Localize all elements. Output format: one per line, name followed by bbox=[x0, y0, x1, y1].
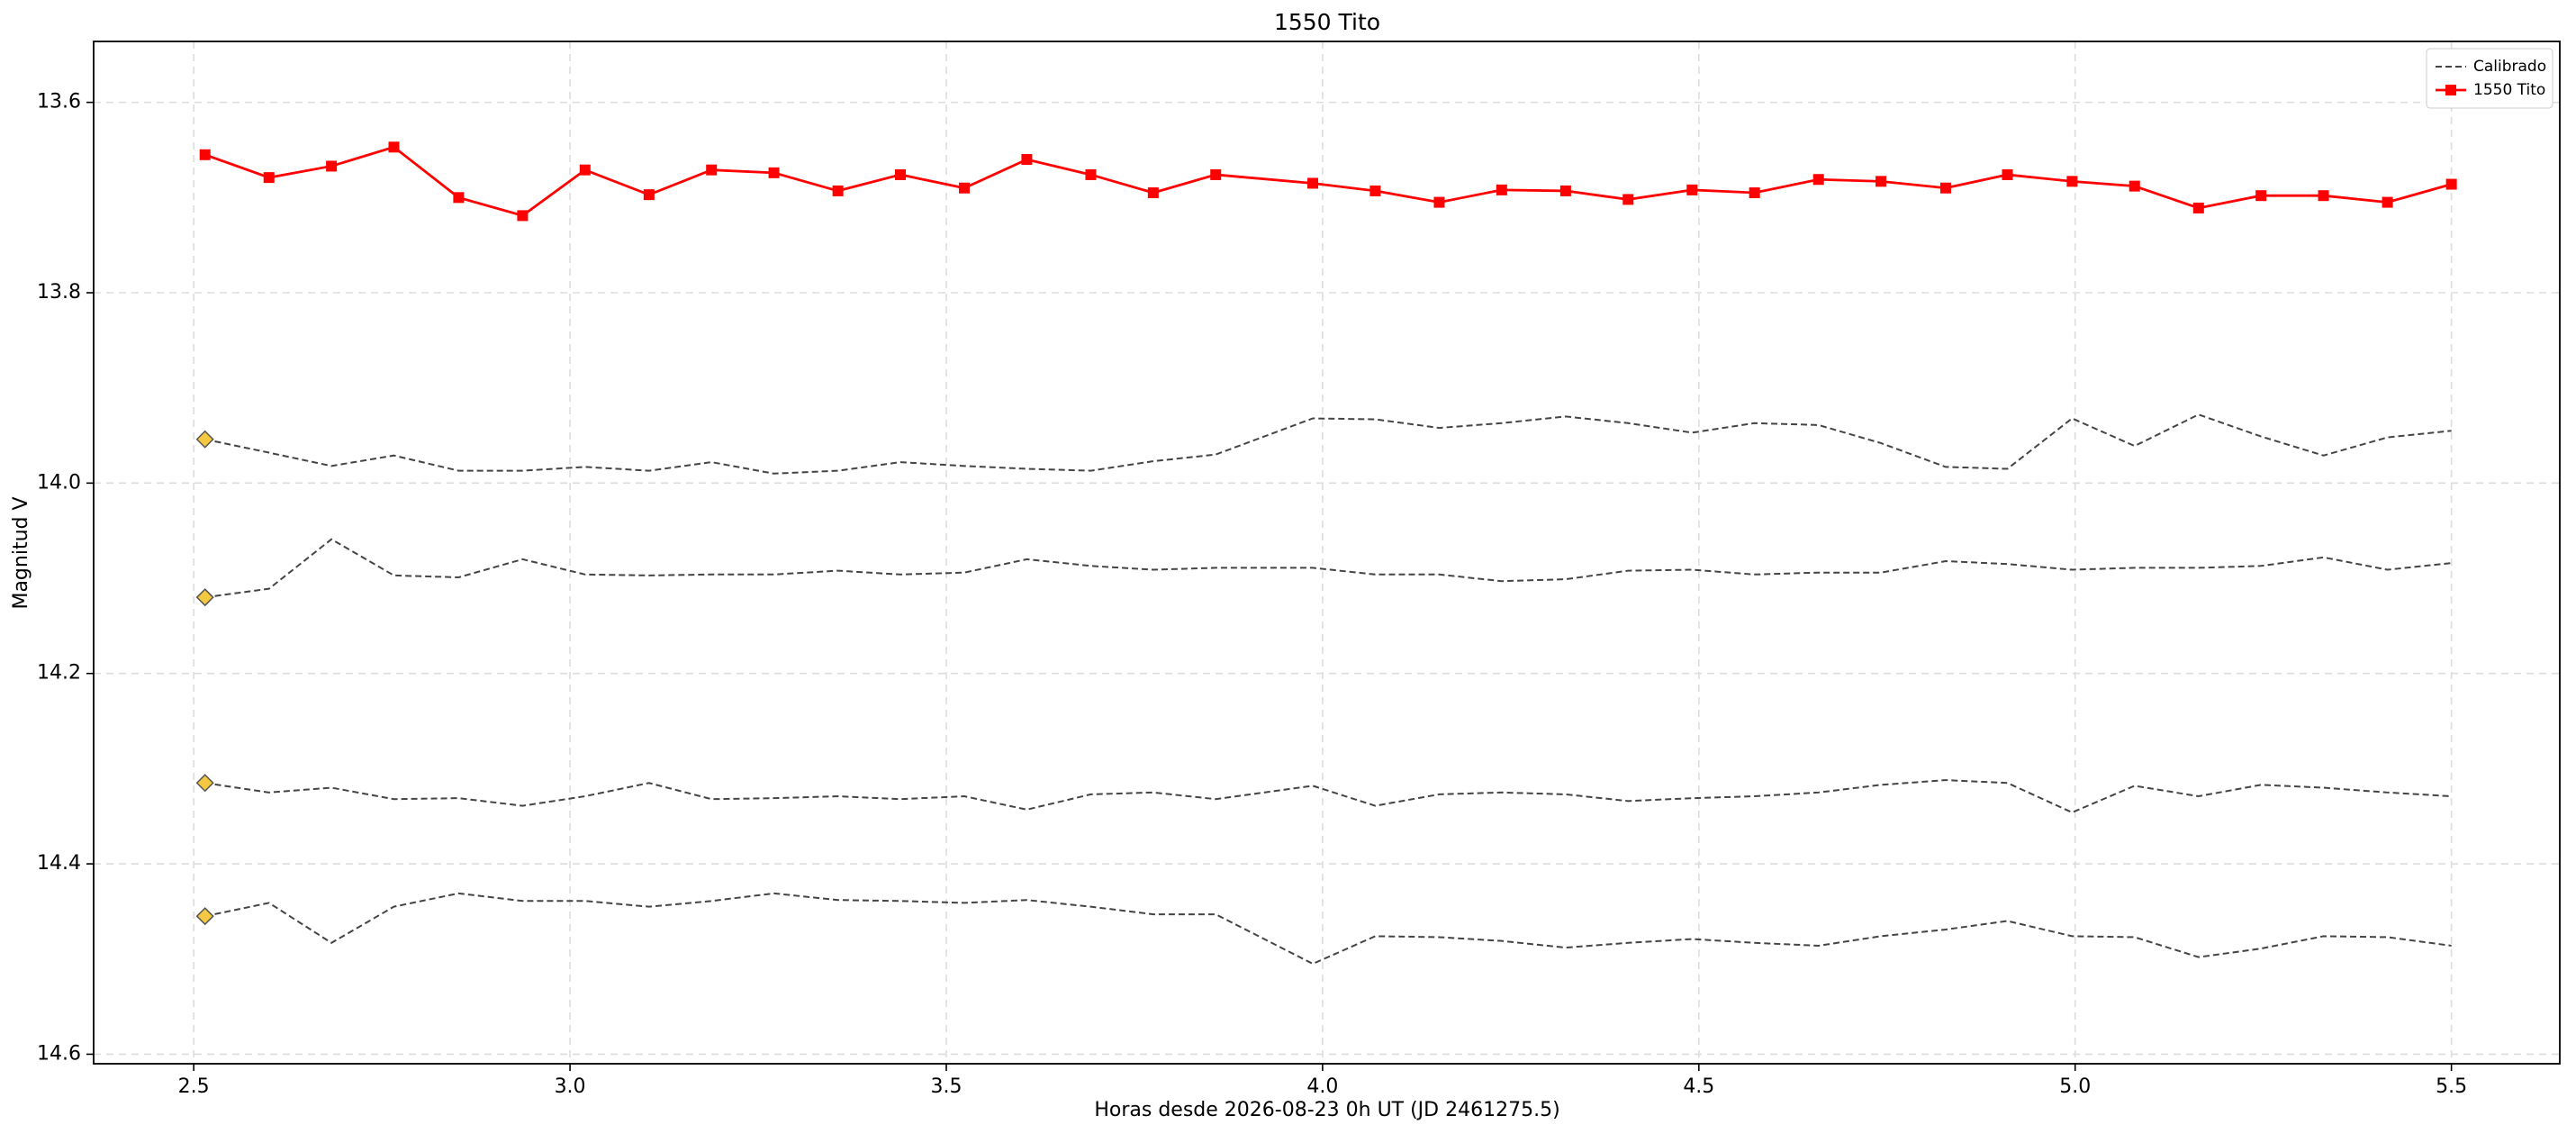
point-marker bbox=[517, 210, 529, 222]
x-tick-label: 3.5 bbox=[930, 1075, 962, 1098]
point-marker bbox=[453, 192, 465, 204]
point-marker bbox=[2192, 202, 2204, 213]
point-marker bbox=[263, 172, 275, 184]
start-marker bbox=[195, 430, 214, 449]
point-marker bbox=[1812, 174, 1824, 186]
point-marker bbox=[1559, 185, 1571, 196]
point-marker bbox=[895, 168, 907, 180]
point-marker bbox=[326, 160, 338, 172]
x-tick-label: 5.5 bbox=[2436, 1075, 2467, 1098]
point-marker bbox=[2255, 190, 2267, 202]
point-marker bbox=[832, 185, 844, 196]
series-line bbox=[204, 779, 2452, 814]
point-marker bbox=[768, 167, 780, 178]
series-line bbox=[204, 413, 2452, 475]
point-marker bbox=[2002, 168, 2013, 180]
x-tick-label: 4.5 bbox=[1683, 1075, 1714, 1098]
point-marker bbox=[1021, 154, 1033, 166]
point-marker bbox=[1433, 196, 1445, 208]
point-marker bbox=[388, 141, 400, 153]
point-marker bbox=[1307, 177, 1319, 189]
legend-label: Calibrado bbox=[2473, 58, 2546, 76]
y-tick-label: 13.8 bbox=[37, 281, 81, 304]
point-marker bbox=[1085, 168, 1097, 180]
point-marker bbox=[2129, 180, 2140, 192]
point-marker bbox=[1749, 187, 1760, 199]
start-marker bbox=[195, 588, 214, 607]
point-marker bbox=[1686, 184, 1698, 195]
point-marker bbox=[199, 149, 211, 160]
point-marker bbox=[1210, 168, 1222, 180]
y-tick-label: 14.4 bbox=[37, 852, 81, 875]
chart-title: 1550 Tito bbox=[1274, 9, 1380, 35]
point-marker bbox=[1876, 176, 1887, 187]
point-marker bbox=[1369, 185, 1381, 196]
legend-label: 1550 Tito bbox=[2473, 81, 2545, 99]
point-marker bbox=[579, 164, 591, 176]
y-tick-label: 13.6 bbox=[37, 91, 81, 113]
start-marker bbox=[195, 907, 214, 926]
series-line bbox=[204, 145, 2453, 217]
point-marker bbox=[2382, 196, 2393, 208]
point-marker bbox=[706, 164, 718, 176]
legend: Calibrado 1550 Tito bbox=[2426, 48, 2553, 109]
start-marker bbox=[195, 774, 214, 793]
x-tick-label: 5.0 bbox=[2059, 1075, 2091, 1098]
legend-box bbox=[2426, 48, 2553, 109]
x-tick-label: 4.0 bbox=[1306, 1075, 1338, 1098]
x-tick-label: 3.0 bbox=[555, 1075, 586, 1098]
point-marker bbox=[2066, 176, 2078, 187]
y-tick-label: 14.6 bbox=[37, 1042, 81, 1065]
point-marker bbox=[1939, 182, 1951, 194]
point-marker bbox=[1496, 184, 1507, 195]
y-tick-label: 14.0 bbox=[37, 471, 81, 494]
x-tick-label: 2.5 bbox=[178, 1075, 210, 1098]
point-marker bbox=[643, 189, 655, 201]
plot-frame bbox=[93, 41, 2561, 1065]
point-marker bbox=[1147, 187, 1159, 199]
legend-marker bbox=[2445, 85, 2456, 95]
y-axis-label: Magnitud V bbox=[10, 496, 32, 609]
x-axis-label: Horas desde 2026-08-23 0h UT (JD 2461275… bbox=[1094, 1099, 1559, 1121]
point-marker bbox=[2445, 178, 2457, 190]
point-marker bbox=[959, 182, 971, 194]
y-tick-label: 14.2 bbox=[37, 662, 81, 685]
point-marker bbox=[1622, 194, 1634, 205]
point-marker bbox=[2318, 190, 2329, 202]
series-line bbox=[204, 538, 2452, 599]
series-line bbox=[204, 892, 2452, 966]
